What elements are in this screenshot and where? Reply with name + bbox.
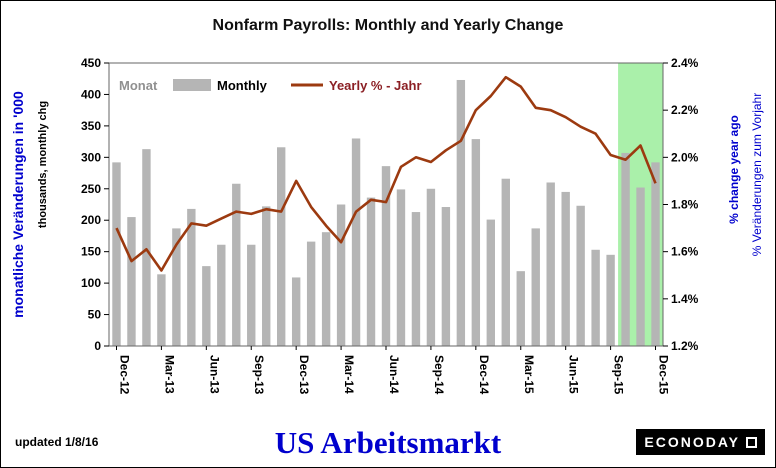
bar-Dec-15: [651, 162, 660, 346]
bar-Feb-15: [501, 178, 510, 346]
bar-Dec-13: [291, 277, 301, 346]
x-axis: Dec-12 Mar-13 Jun-13 Sep-13 Dec-13 Mar-14 Jun-…: [115, 346, 671, 395]
bar-Apr-13: [172, 228, 181, 346]
svg-text:400: 400: [81, 87, 101, 101]
yearly-line: [115, 75, 657, 272]
bar-Sep-14: [426, 188, 436, 346]
bar-Jul-15: [576, 205, 585, 346]
left-axis-title-de: monatliche Veränderungen in '000: [10, 91, 26, 318]
bar-Dec-14: [471, 139, 481, 346]
updated-date: updated 1/8/16: [15, 435, 99, 449]
payrolls-chart: 0501001502002503003504004501.2%1.4%1.6%1…: [10, 56, 764, 395]
svg-text:1.4%: 1.4%: [671, 292, 699, 306]
svg-text:200: 200: [81, 213, 101, 227]
bar-Oct-13: [262, 206, 271, 346]
bar-Nov-15: [636, 187, 645, 346]
legend-yearly-label: Yearly % - Jahr: [329, 78, 422, 93]
legend-monthly-swatch: [173, 79, 211, 91]
econoday-logo-square-icon: [746, 436, 757, 448]
bar-May-13: [187, 208, 196, 346]
bar-Feb-13: [142, 149, 151, 346]
bar-Oct-14: [441, 207, 451, 346]
bar-Sep-13: [247, 244, 256, 346]
svg-text:300: 300: [81, 150, 101, 164]
right-axis-title-de: % Veränderungen zum Vorjahr: [750, 93, 764, 256]
svg-text:1.2%: 1.2%: [671, 339, 699, 353]
bar-Aug-14: [411, 212, 421, 346]
left-axis-title-en: thousands, monthly chg: [37, 101, 49, 228]
bar-Jul-14: [396, 189, 406, 346]
right-axis-title-en: % change year ago: [727, 115, 741, 224]
bar-Nov-13: [276, 147, 286, 346]
left-axis: 0 50 100 150 200 250 300 350 400 450: [81, 56, 109, 353]
svg-text:Mar-14: Mar-14: [342, 355, 356, 394]
svg-text:Jun-14: Jun-14: [387, 355, 401, 394]
econoday-logo-text: ECONODAY: [644, 434, 740, 450]
svg-text:Sep-15: Sep-15: [612, 355, 626, 395]
bar-Apr-15: [531, 228, 540, 346]
svg-text:1.8%: 1.8%: [671, 198, 699, 212]
right-axis: 1.2% 1.4% 1.6% 1.8% 2.0% 2.2% 2.4%: [663, 56, 699, 353]
bar-Mar-14: [336, 204, 346, 346]
svg-text:0: 0: [94, 339, 101, 353]
svg-text:Dec-15: Dec-15: [657, 355, 671, 395]
bar-Dec-12: [112, 162, 121, 346]
page-big-title: US Arbeitsmarkt: [274, 425, 502, 460]
svg-text:150: 150: [81, 245, 101, 259]
svg-text:Mar-13: Mar-13: [162, 355, 176, 394]
svg-text:1.6%: 1.6%: [671, 245, 699, 259]
svg-text:Dec-14: Dec-14: [477, 355, 491, 395]
svg-text:350: 350: [81, 119, 101, 133]
legend: Monat Monthly Yearly % - Jahr: [119, 78, 422, 93]
econoday-logo: ECONODAY: [636, 429, 765, 455]
bar-Aug-15: [591, 249, 600, 346]
bar-Jan-14: [306, 241, 316, 346]
svg-text:450: 450: [81, 56, 101, 70]
legend-monthly-label: Monthly: [217, 78, 268, 93]
legend-monat: Monat: [119, 78, 158, 93]
bar-Jun-14: [381, 166, 391, 346]
svg-text:2.4%: 2.4%: [671, 56, 699, 70]
bar-Mar-15: [516, 271, 525, 346]
svg-text:Dec-13: Dec-13: [297, 355, 311, 395]
svg-text:Sep-13: Sep-13: [252, 355, 266, 395]
svg-text:Dec-12: Dec-12: [117, 355, 131, 395]
svg-text:2.2%: 2.2%: [671, 103, 699, 117]
bar-Jan-15: [486, 219, 496, 346]
monthly-bars: [112, 79, 660, 346]
svg-text:250: 250: [81, 182, 101, 196]
bar-Jul-13: [217, 244, 226, 346]
bar-Jan-13: [127, 217, 136, 346]
svg-text:Mar-15: Mar-15: [522, 355, 536, 394]
svg-text:50: 50: [88, 308, 102, 322]
bar-Aug-13: [232, 183, 241, 346]
svg-text:Jun-15: Jun-15: [567, 355, 581, 394]
svg-text:Sep-14: Sep-14: [432, 355, 446, 395]
chart-title: Nonfarm Payrolls: Monthly and Yearly Cha…: [212, 17, 564, 34]
bar-Oct-15: [621, 152, 630, 346]
bar-May-14: [366, 197, 376, 346]
bar-Jun-13: [202, 266, 211, 346]
svg-text:100: 100: [81, 276, 101, 290]
bar-Sep-15: [606, 254, 615, 346]
bar-Nov-14: [456, 79, 466, 346]
bar-Jun-15: [561, 191, 570, 346]
svg-text:Jun-13: Jun-13: [207, 355, 221, 394]
svg-text:2.0%: 2.0%: [671, 150, 699, 164]
bar-May-15: [546, 182, 555, 346]
bar-Feb-14: [321, 232, 331, 346]
bar-Mar-13: [157, 274, 166, 346]
bar-Apr-14: [351, 138, 361, 346]
